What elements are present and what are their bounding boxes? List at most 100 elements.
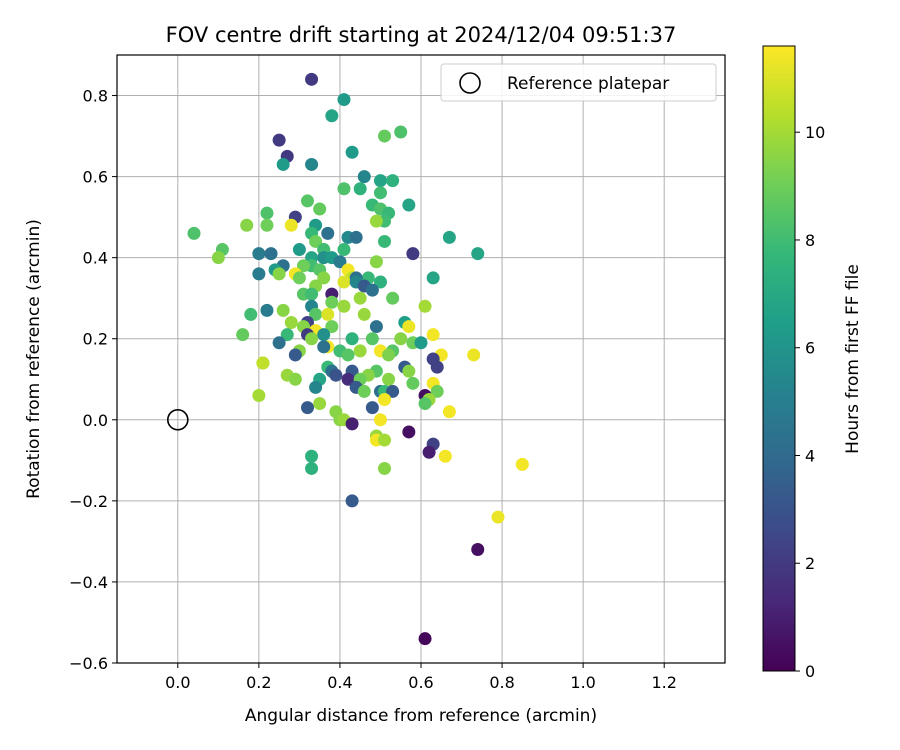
data-point (442, 230, 456, 244)
data-point (305, 157, 319, 171)
data-point (244, 307, 258, 321)
data-point (373, 186, 387, 200)
data-point (305, 72, 319, 86)
data-point (426, 271, 440, 285)
data-point (491, 510, 505, 524)
data-point (382, 348, 396, 362)
data-point (305, 332, 319, 346)
data-point (402, 425, 416, 439)
data-point (394, 332, 408, 346)
data-point (272, 336, 286, 350)
data-point (386, 291, 400, 305)
data-point (515, 457, 529, 471)
data-point (272, 267, 286, 281)
colorbar-tick-label: 8 (805, 231, 815, 250)
data-point (414, 336, 428, 350)
legend: Reference platepar (440, 63, 717, 102)
data-point (349, 230, 363, 244)
data-point (211, 251, 225, 265)
y-axis-label: Rotation from reference (arcmin) (24, 219, 44, 499)
data-point (422, 445, 436, 459)
data-point (341, 372, 355, 386)
data-point (276, 303, 290, 317)
data-point (378, 234, 392, 248)
data-point (438, 449, 452, 463)
data-point (292, 243, 306, 257)
data-point (402, 364, 416, 378)
data-point (317, 271, 331, 285)
data-point (365, 401, 379, 415)
data-point (382, 372, 396, 386)
data-point (430, 384, 444, 398)
x-tick-label: 0.6 (408, 673, 433, 692)
colorbar-label: Hours from first FF file (843, 264, 863, 454)
data-point (357, 170, 371, 184)
data-point (301, 194, 315, 208)
data-point (240, 218, 254, 232)
data-point (280, 328, 294, 342)
data-point (313, 202, 327, 216)
data-point (337, 93, 351, 107)
data-point (260, 206, 274, 220)
data-point (305, 287, 319, 301)
data-point (353, 291, 367, 305)
data-point (365, 332, 379, 346)
data-point (471, 247, 485, 261)
data-point (305, 449, 319, 463)
data-point (353, 344, 367, 358)
colorbar-tick-label: 2 (805, 554, 815, 573)
data-point (402, 198, 416, 212)
data-point (341, 348, 355, 362)
data-point (337, 275, 351, 289)
y-tick-label: 0.2 (83, 330, 108, 349)
data-point (301, 401, 315, 415)
data-point (256, 356, 270, 370)
legend-box (440, 63, 717, 102)
data-point (276, 157, 290, 171)
data-point (187, 226, 201, 240)
data-point (252, 388, 266, 402)
legend-marker-icon (459, 72, 481, 94)
data-point (406, 376, 420, 390)
data-point (467, 348, 481, 362)
data-point (378, 461, 392, 475)
data-point (373, 413, 387, 427)
y-tick-label: −0.2 (69, 492, 108, 511)
data-point (373, 174, 387, 188)
data-point (418, 397, 432, 411)
data-point (386, 384, 400, 398)
reference-platepar-marker (167, 408, 189, 431)
data-point (378, 433, 392, 447)
x-tick-label: 0.2 (246, 673, 271, 692)
x-tick-label: 1.2 (651, 673, 676, 692)
y-tick-label: 0.6 (83, 168, 108, 187)
data-point (309, 307, 323, 321)
data-point (337, 299, 351, 313)
data-point (373, 275, 387, 289)
colorbar-tick-label: 6 (805, 339, 815, 358)
data-point (369, 214, 383, 228)
data-point (345, 332, 359, 346)
data-point (345, 494, 359, 508)
data-point (378, 393, 392, 407)
legend-label: Reference platepar (507, 74, 669, 94)
scatter-points (187, 72, 529, 646)
x-tick-label: 0.8 (489, 673, 514, 692)
data-point (333, 255, 347, 269)
data-point (288, 372, 302, 386)
data-point (394, 125, 408, 139)
x-tick-label: 1.0 (570, 673, 595, 692)
data-point (418, 299, 432, 313)
data-point (337, 182, 351, 196)
x-axis-ticks: 0.0 0.2 0.4 0.6 0.8 1.0 1.2 (165, 663, 677, 692)
data-point (264, 247, 278, 261)
y-tick-label: 0.4 (83, 249, 108, 268)
data-point (329, 368, 343, 382)
data-point (284, 218, 298, 232)
data-point (418, 632, 432, 646)
data-point (252, 267, 266, 281)
y-axis-ticks: −0.6 −0.4 −0.2 0.0 0.2 0.4 0.6 0.8 (69, 87, 117, 673)
data-point (442, 405, 456, 419)
data-point (321, 307, 335, 321)
data-point (292, 271, 306, 285)
